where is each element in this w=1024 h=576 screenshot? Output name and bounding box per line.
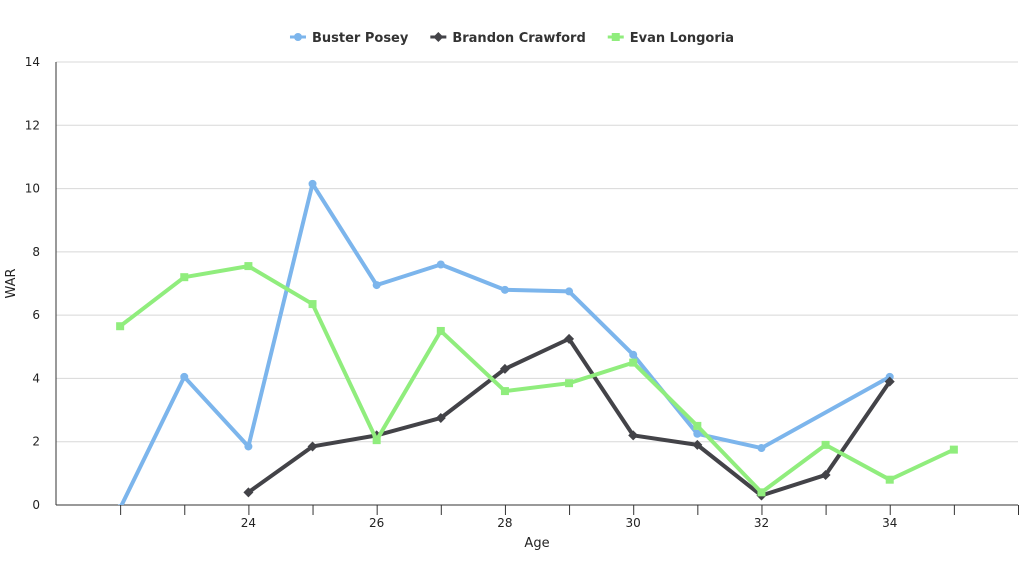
- data-point-brandon-crawford: [692, 439, 703, 450]
- data-point-evan-longoria: [500, 387, 509, 396]
- series-layer: [116, 179, 958, 505]
- data-point-brandon-crawford: [564, 333, 575, 344]
- data-point-buster-posey: [565, 287, 574, 296]
- y-tick-label: 2: [32, 435, 40, 449]
- series-brandon-crawford: [243, 333, 895, 501]
- data-point-buster-posey: [757, 444, 766, 453]
- data-point-evan-longoria: [949, 445, 958, 454]
- x-tick-label: 26: [369, 516, 384, 530]
- legend-item-buster-posey[interactable]: Buster Posey: [289, 31, 409, 46]
- legend-label-evan-longoria: Evan Longoria: [630, 31, 734, 46]
- data-point-buster-posey: [308, 179, 317, 188]
- data-point-buster-posey: [244, 442, 253, 451]
- data-point-brandon-crawford: [243, 487, 254, 498]
- data-point-evan-longoria: [180, 273, 189, 282]
- series-line-evan-longoria: [118, 264, 956, 495]
- data-point-evan-longoria: [436, 326, 445, 335]
- data-point-buster-posey: [693, 429, 702, 438]
- data-point-brandon-crawford: [499, 363, 510, 374]
- data-point-buster-posey: [436, 260, 445, 269]
- x-tick-label: 24: [241, 516, 256, 530]
- y-tick-label: 0: [32, 498, 40, 512]
- data-point-evan-longoria: [372, 436, 381, 445]
- y-tick-label: 8: [32, 245, 40, 259]
- grid-lines: [56, 61, 1018, 443]
- series-line-buster-posey: [119, 181, 892, 505]
- y-tick-labels: 0 2 4 6 8 10 12 14: [25, 55, 40, 512]
- x-axis-title: Age: [524, 536, 549, 551]
- data-point-evan-longoria: [693, 421, 702, 430]
- legend-label-brandon-crawford: Brandon Crawford: [452, 31, 585, 46]
- y-tick-label: 12: [25, 118, 40, 132]
- data-point-brandon-crawford: [435, 412, 446, 423]
- legend-marker-brandon-crawford: [433, 32, 444, 42]
- legend-marker-evan-longoria: [611, 33, 620, 41]
- data-point-evan-longoria: [821, 440, 830, 449]
- data-point-buster-posey: [629, 350, 638, 359]
- data-point-buster-posey: [500, 285, 509, 294]
- x-tick-label: 34: [882, 516, 897, 530]
- series-line-brandon-crawford: [246, 336, 892, 498]
- y-tick-label: 10: [25, 182, 40, 196]
- data-point-brandon-crawford: [820, 469, 831, 480]
- data-point-brandon-crawford: [307, 441, 318, 452]
- y-tick-label: 4: [32, 371, 40, 385]
- legend-label-buster-posey: Buster Posey: [312, 31, 409, 46]
- data-point-brandon-crawford: [884, 376, 895, 387]
- y-axis-title: WAR: [4, 268, 19, 298]
- legend[interactable]: Buster Posey Brandon Crawford Evan Longori…: [289, 31, 734, 46]
- y-tick-label: 14: [25, 55, 40, 69]
- x-tick-labels: 24 26 28 30 32 34: [120, 505, 1019, 530]
- x-tick-label: 28: [497, 516, 512, 530]
- data-point-evan-longoria: [885, 475, 894, 484]
- legend-marker-buster-posey: [293, 33, 302, 41]
- data-point-buster-posey: [372, 281, 381, 290]
- data-point-buster-posey: [117, 504, 123, 505]
- data-point-evan-longoria: [757, 488, 766, 497]
- series-evan-longoria: [116, 262, 958, 497]
- data-point-buster-posey: [180, 372, 189, 381]
- data-point-brandon-crawford: [628, 430, 639, 441]
- data-point-evan-longoria: [116, 322, 125, 331]
- axes: [55, 62, 1018, 506]
- legend-item-evan-longoria[interactable]: Evan Longoria: [607, 31, 734, 46]
- legend-item-brandon-crawford[interactable]: Brandon Crawford: [430, 31, 586, 46]
- x-tick-label: 30: [626, 516, 641, 530]
- data-point-evan-longoria: [629, 358, 638, 367]
- x-tick-label: 32: [754, 516, 769, 530]
- data-point-evan-longoria: [308, 300, 317, 309]
- data-point-evan-longoria: [244, 262, 253, 271]
- y-tick-label: 6: [32, 308, 40, 322]
- series-buster-posey: [117, 179, 894, 505]
- data-point-evan-longoria: [565, 379, 574, 388]
